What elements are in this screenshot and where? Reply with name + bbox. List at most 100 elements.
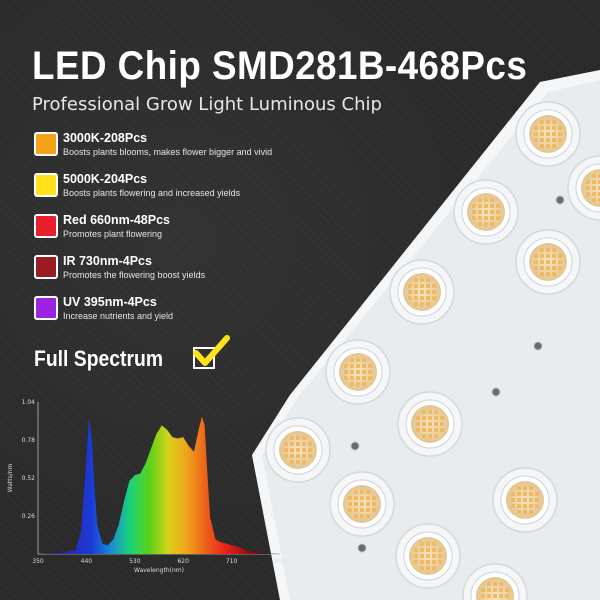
led-die	[517, 486, 521, 490]
led-die	[490, 216, 494, 220]
led-die	[487, 582, 491, 586]
swatch-icon	[34, 214, 58, 238]
led-die	[302, 442, 306, 446]
led-die	[592, 192, 596, 196]
chip-description: Increase nutrients and yield	[63, 311, 174, 321]
led-die	[420, 554, 424, 558]
led-die	[534, 126, 538, 130]
led-die	[428, 422, 432, 426]
led-die	[290, 436, 294, 440]
led-die	[490, 198, 494, 202]
led-die	[534, 138, 538, 142]
led-die	[372, 508, 376, 512]
led-die	[540, 248, 544, 252]
chip-name: Red 660nm-48Pcs	[63, 213, 171, 227]
led-die	[481, 594, 485, 598]
led-die	[416, 422, 420, 426]
led-die	[511, 504, 515, 508]
led-die	[434, 410, 438, 414]
led-die	[535, 504, 539, 508]
led-die	[552, 260, 556, 264]
led-die	[546, 144, 550, 148]
led-die	[350, 382, 354, 386]
led-die	[420, 566, 424, 570]
led-die	[308, 448, 312, 452]
led-die	[284, 454, 288, 458]
led-die	[290, 460, 294, 464]
led-die	[426, 284, 430, 288]
led-die	[438, 548, 442, 552]
chip-item-5000k: 5000K-204Pcs Boosts plants flowering and…	[34, 171, 314, 207]
led-die	[428, 416, 432, 420]
full-spectrum-label: Full Spectrum	[34, 346, 164, 371]
led-die	[546, 266, 550, 270]
led-die	[586, 180, 590, 184]
led-die	[529, 498, 533, 502]
led-die	[354, 508, 358, 512]
led-die	[529, 504, 533, 508]
page-title: LED Chip SMD281B-468Pcs	[32, 44, 528, 88]
led-die	[535, 492, 539, 496]
swatch-icon	[34, 173, 58, 197]
led-die	[408, 284, 412, 288]
led-die	[432, 284, 436, 288]
led-die	[432, 548, 436, 552]
led-die	[534, 260, 538, 264]
led-die	[348, 508, 352, 512]
y-tick-label: 0.78	[22, 437, 36, 444]
led-die	[558, 266, 562, 270]
led-die	[290, 442, 294, 446]
led-die	[540, 272, 544, 276]
led-die	[534, 132, 538, 136]
chip-item-red-660: Red 660nm-48Pcs Promotes plant flowering	[34, 212, 314, 248]
chip-name: 3000K-208Pcs	[63, 131, 148, 145]
led-die	[420, 542, 424, 546]
page-subtitle: Professional Grow Light Luminous Chip	[32, 94, 382, 115]
led-die	[552, 248, 556, 252]
led-die	[546, 132, 550, 136]
led-die	[478, 210, 482, 214]
led-die	[360, 514, 364, 518]
led-die	[499, 582, 503, 586]
led-die	[290, 448, 294, 452]
led-die	[540, 126, 544, 130]
led-die	[360, 490, 364, 494]
led-die	[420, 290, 424, 294]
led-die	[414, 284, 418, 288]
led-die	[296, 442, 300, 446]
led-die	[484, 216, 488, 220]
led-die	[546, 254, 550, 258]
checkbox-icon	[193, 347, 215, 369]
led-die	[360, 496, 364, 500]
led-die	[426, 548, 430, 552]
led-die	[440, 422, 444, 426]
led-die	[535, 498, 539, 502]
led-die	[540, 260, 544, 264]
led-die	[472, 210, 476, 214]
led-die	[296, 448, 300, 452]
led-die	[414, 548, 418, 552]
led-die	[484, 204, 488, 208]
led-die	[529, 492, 533, 496]
led-die	[540, 138, 544, 142]
led-die	[350, 370, 354, 374]
led-die	[414, 302, 418, 306]
chip-description: Promotes the flowering boost yields	[63, 270, 206, 280]
chip-description: Boosts plants flowering and increased yi…	[63, 188, 241, 198]
led-die	[493, 582, 497, 586]
screw-icon	[533, 341, 543, 351]
chip-description: Promotes plant flowering	[63, 229, 163, 239]
led-die	[552, 144, 556, 148]
led-die	[552, 126, 556, 130]
led-die	[484, 198, 488, 202]
led-die	[362, 382, 366, 386]
led-die	[356, 358, 360, 362]
led-die	[478, 222, 482, 226]
led-die	[414, 554, 418, 558]
led-die	[523, 498, 527, 502]
y-tick-label: 0.52	[22, 475, 36, 482]
led-die	[428, 434, 432, 438]
led-die	[422, 428, 426, 432]
led-die	[362, 370, 366, 374]
